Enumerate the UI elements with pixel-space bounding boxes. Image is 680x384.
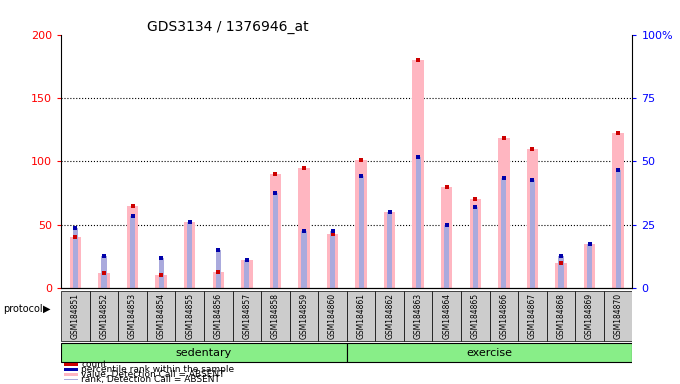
Bar <box>375 291 404 341</box>
Bar <box>444 225 449 288</box>
Text: GSM184863: GSM184863 <box>413 293 423 339</box>
Bar <box>187 222 192 288</box>
Bar <box>175 291 204 341</box>
Text: percentile rank within the sample: percentile rank within the sample <box>81 365 235 374</box>
Text: GSM184854: GSM184854 <box>156 293 166 339</box>
Bar <box>64 363 78 366</box>
Bar <box>244 260 250 288</box>
Bar <box>498 139 509 288</box>
Bar <box>327 233 338 288</box>
Bar <box>501 178 507 288</box>
Text: GSM184852: GSM184852 <box>99 293 109 339</box>
Bar <box>318 291 347 341</box>
Bar <box>404 291 432 341</box>
Bar <box>558 257 564 288</box>
Bar <box>73 228 78 288</box>
Text: protocol: protocol <box>3 304 43 314</box>
Bar <box>64 368 78 371</box>
Text: GDS3134 / 1376946_at: GDS3134 / 1376946_at <box>147 20 309 33</box>
Bar <box>575 291 604 341</box>
Bar <box>330 231 335 288</box>
Bar <box>415 157 421 288</box>
Bar <box>615 170 621 288</box>
Text: GSM184869: GSM184869 <box>585 293 594 339</box>
Bar <box>61 291 90 341</box>
Text: exercise: exercise <box>466 348 513 358</box>
Text: GSM184853: GSM184853 <box>128 293 137 339</box>
Text: count: count <box>81 360 107 369</box>
Text: ▶: ▶ <box>43 304 50 314</box>
Bar <box>441 187 452 288</box>
Bar <box>99 273 109 288</box>
Bar <box>273 193 278 288</box>
Bar <box>518 291 547 341</box>
Bar <box>213 271 224 288</box>
Text: GSM184858: GSM184858 <box>271 293 280 339</box>
Bar <box>261 291 290 341</box>
Bar <box>301 231 307 288</box>
Bar <box>101 257 107 288</box>
Bar <box>547 291 575 341</box>
Text: GSM184856: GSM184856 <box>214 293 223 339</box>
Text: sedentary: sedentary <box>176 348 232 358</box>
Text: rank, Detection Call = ABSENT: rank, Detection Call = ABSENT <box>81 375 220 384</box>
Bar <box>184 222 195 288</box>
Text: GSM184857: GSM184857 <box>242 293 252 339</box>
Text: value, Detection Call = ABSENT: value, Detection Call = ABSENT <box>81 370 224 379</box>
Bar <box>70 237 81 288</box>
Bar <box>90 291 118 341</box>
Bar <box>413 60 424 288</box>
Bar <box>530 180 535 288</box>
Bar <box>358 177 364 288</box>
Bar <box>490 291 518 341</box>
Bar <box>204 291 233 341</box>
Text: GSM184860: GSM184860 <box>328 293 337 339</box>
Bar <box>604 291 632 341</box>
Bar <box>216 250 221 288</box>
Bar <box>527 149 538 288</box>
Bar <box>64 373 78 376</box>
Bar <box>233 291 261 341</box>
Bar <box>384 212 395 288</box>
Bar <box>432 291 461 341</box>
Text: GSM184866: GSM184866 <box>499 293 509 339</box>
Bar <box>61 343 347 362</box>
Bar <box>127 206 138 288</box>
Bar <box>270 174 281 288</box>
Text: GSM184864: GSM184864 <box>442 293 452 339</box>
Bar <box>290 291 318 341</box>
Bar <box>587 244 592 288</box>
Bar <box>461 291 490 341</box>
Bar <box>347 343 632 362</box>
Text: GSM184855: GSM184855 <box>185 293 194 339</box>
Bar <box>556 263 566 288</box>
Text: GSM184861: GSM184861 <box>356 293 366 339</box>
Text: GSM184862: GSM184862 <box>385 293 394 339</box>
Bar <box>147 291 175 341</box>
Bar <box>118 291 147 341</box>
Text: GSM184870: GSM184870 <box>613 293 623 339</box>
Bar <box>473 207 478 288</box>
Bar <box>584 244 595 288</box>
Text: GSM184867: GSM184867 <box>528 293 537 339</box>
Text: GSM184868: GSM184868 <box>556 293 566 339</box>
Text: GSM184851: GSM184851 <box>71 293 80 339</box>
Bar <box>130 216 135 288</box>
Bar <box>299 167 309 288</box>
Bar <box>387 212 392 288</box>
Bar <box>241 260 252 288</box>
Bar <box>356 160 367 288</box>
Text: GSM184865: GSM184865 <box>471 293 480 339</box>
Bar <box>347 291 375 341</box>
Bar <box>64 379 78 381</box>
Text: GSM184859: GSM184859 <box>299 293 309 339</box>
Bar <box>613 133 624 288</box>
Bar <box>156 275 167 288</box>
Bar <box>158 258 164 288</box>
Bar <box>470 199 481 288</box>
